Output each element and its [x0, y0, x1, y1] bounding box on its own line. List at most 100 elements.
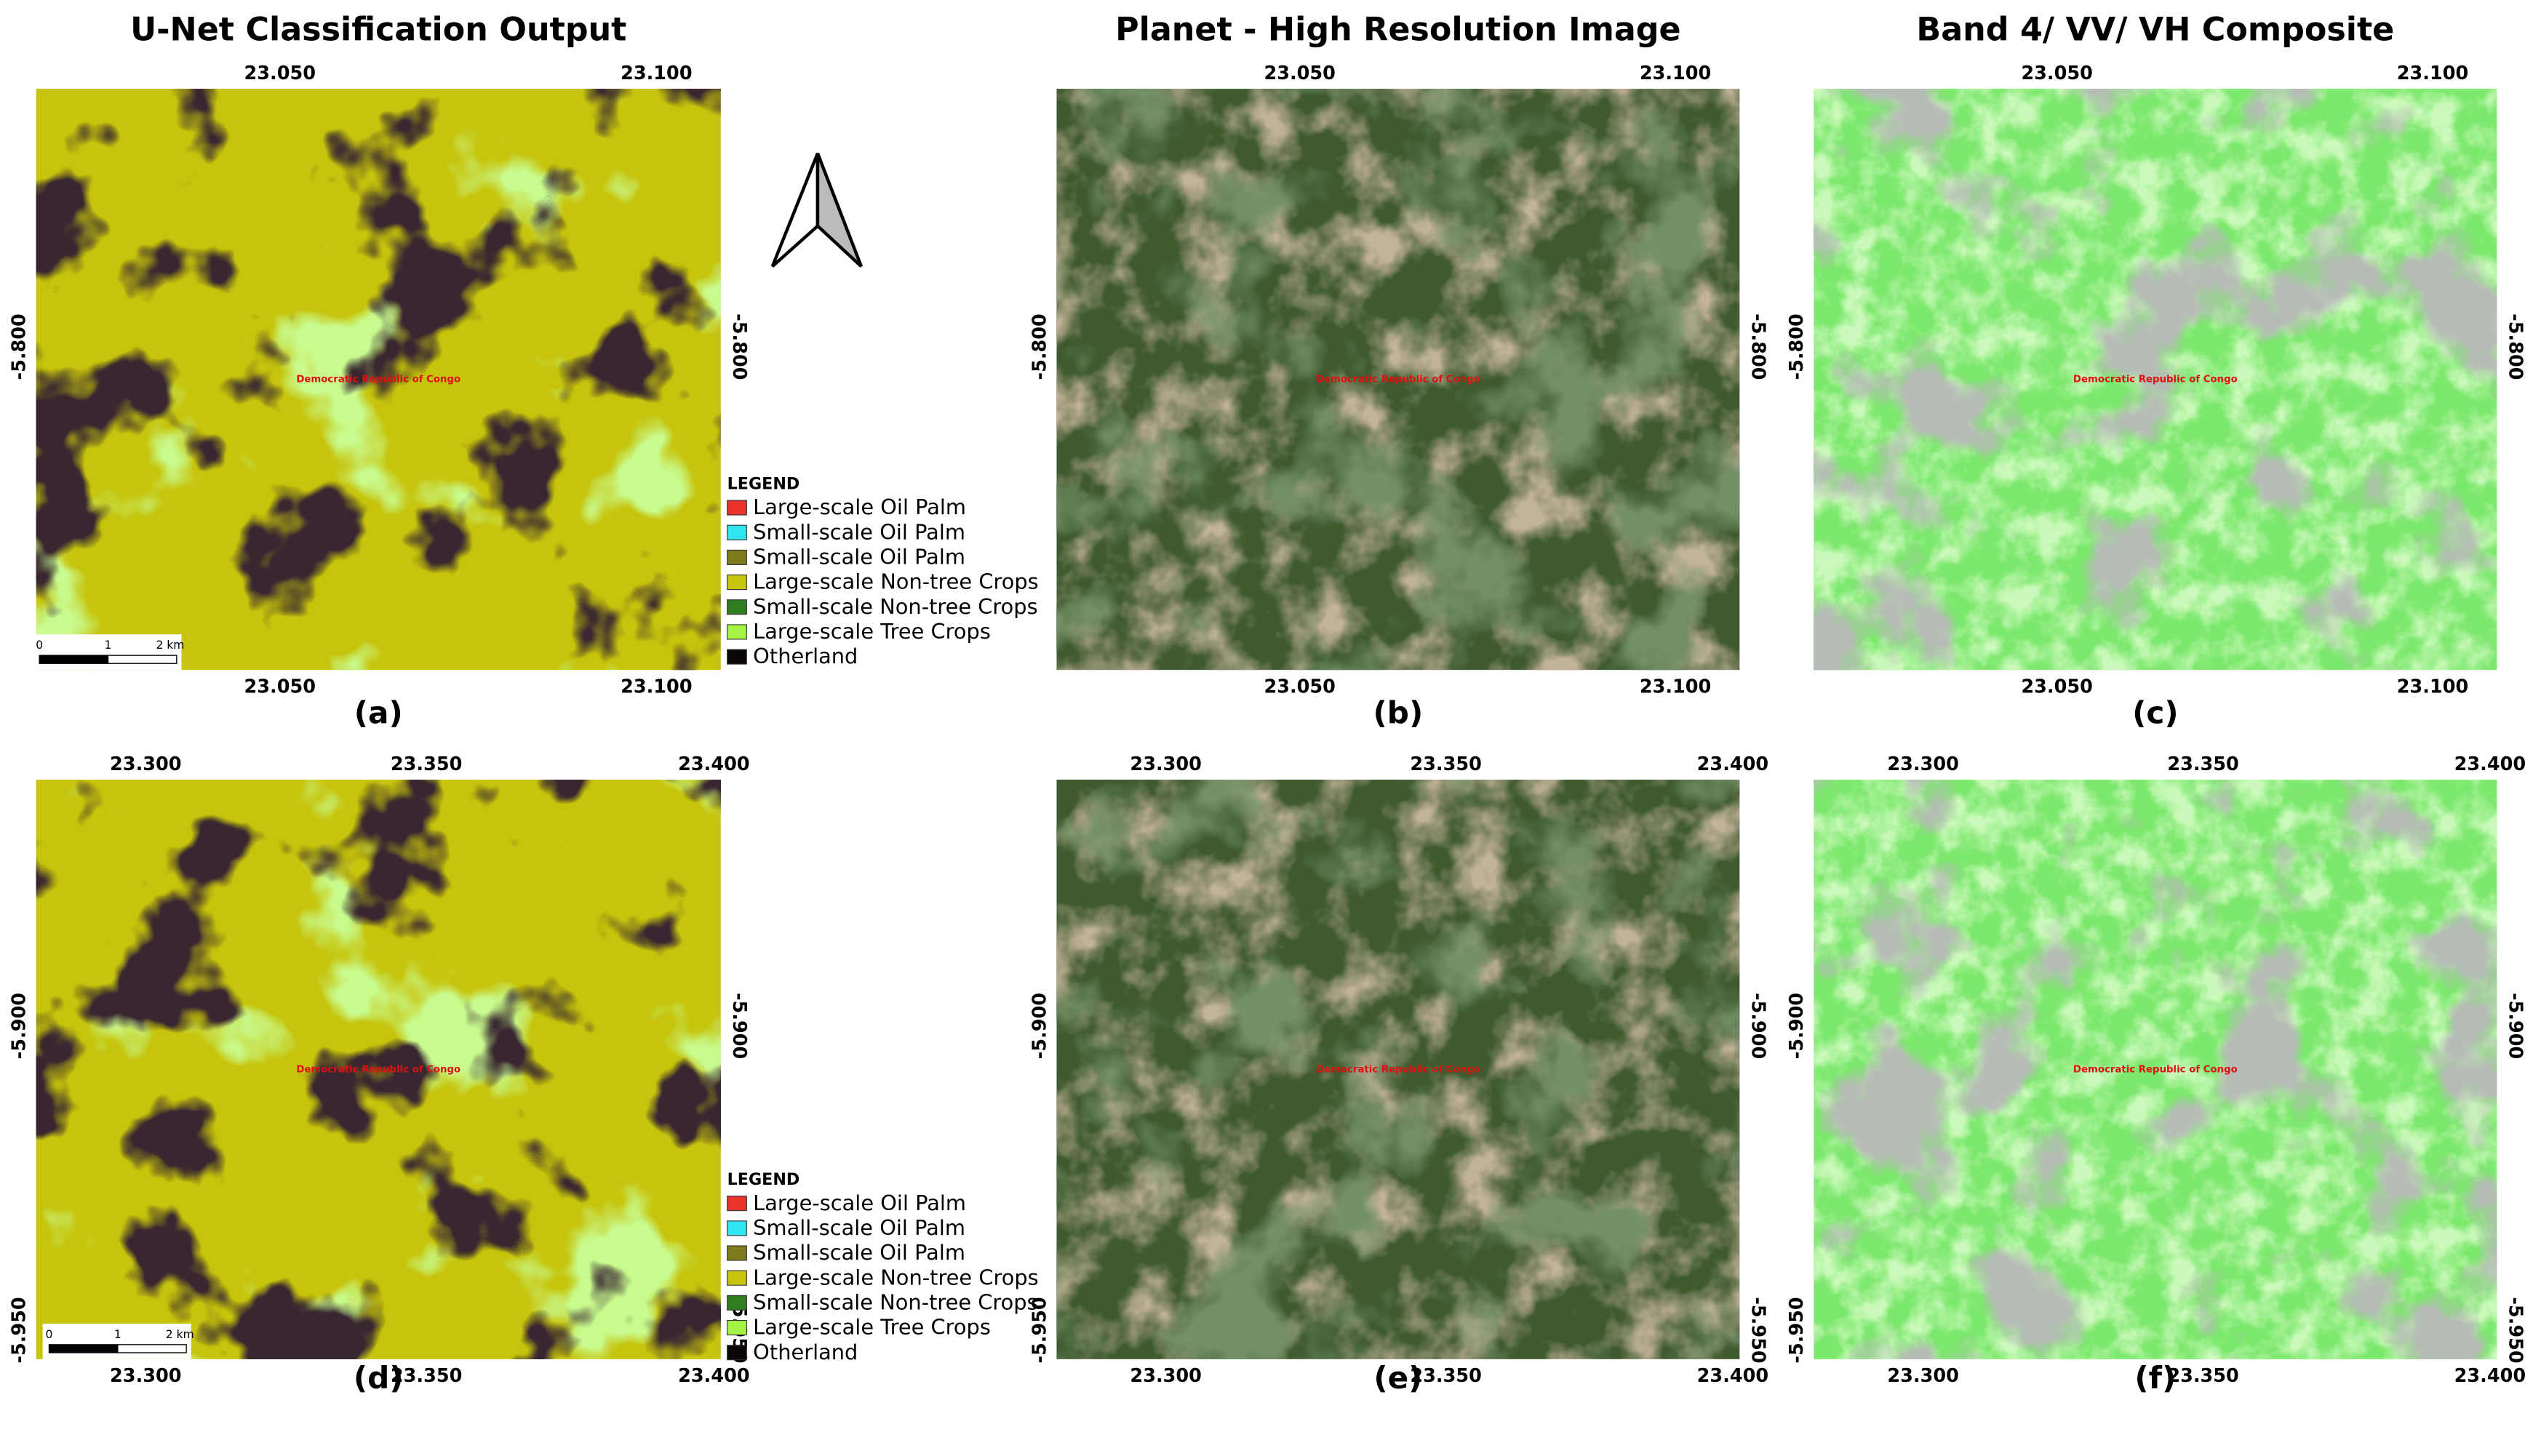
scale-bar: [107, 655, 177, 664]
legend-label: Small-scale Oil Palm: [753, 519, 965, 544]
map-panel: Democratic Republic of Congo: [1056, 780, 1740, 1359]
x-tick-label: 23.300: [1887, 1365, 1958, 1387]
country-label: Democratic Republic of Congo: [2073, 375, 2238, 385]
x-tick-label: 23.100: [621, 676, 692, 698]
y-tick-label: -5.800: [728, 313, 750, 380]
y-tick-label: -5.900: [1786, 993, 1808, 1059]
scale-bar-bg: [42, 1324, 191, 1359]
x-tick-label: 23.300: [1130, 753, 1201, 775]
scale-bar-bg: [33, 634, 182, 671]
x-tick-label: 23.100: [1640, 63, 1711, 84]
x-tick-label: 23.350: [391, 753, 462, 775]
map-panel: Democratic Republic of Congo: [36, 780, 721, 1359]
scale-bar: [39, 655, 109, 664]
x-tick-label: 23.400: [1697, 753, 1768, 775]
x-tick-label: 23.050: [2021, 63, 2092, 84]
x-tick-label: 23.300: [1130, 1365, 1201, 1387]
map-panel: Democratic Republic of Congo: [1814, 89, 2497, 671]
legend-title: LEGEND: [727, 474, 800, 493]
y-tick-label: -5.800: [9, 313, 31, 380]
column-title: Band 4/ VV/ VH Composite: [1916, 11, 2394, 48]
x-tick-label: 23.400: [2454, 1365, 2526, 1387]
x-tick-label: 23.350: [2167, 753, 2238, 775]
x-tick-label: 23.100: [2397, 63, 2468, 84]
x-tick-label: 23.300: [110, 1365, 181, 1387]
y-tick-label: -5.800: [1786, 313, 1808, 380]
legend-title: LEGEND: [727, 1170, 800, 1189]
y-tick-label: -5.800: [1747, 313, 1769, 380]
panel-label: (c): [2132, 695, 2179, 731]
legend-swatch: [727, 549, 747, 565]
y-tick-label: -5.900: [9, 993, 31, 1059]
x-tick-label: 23.400: [678, 753, 749, 775]
scale-bar-label: 0: [46, 1328, 53, 1341]
x-tick-label: 23.350: [2167, 1365, 2238, 1387]
legend-label: Small-scale Non-tree Crops: [753, 594, 1037, 619]
north-arrow: [770, 153, 863, 268]
legend-label: Otherland: [753, 644, 858, 668]
legend-swatch: [727, 624, 747, 640]
panel-label: (b): [1373, 695, 1424, 731]
x-tick-label: 23.050: [244, 63, 316, 84]
y-tick-label: -5.950: [1786, 1297, 1808, 1363]
y-tick-label: -5.950: [9, 1297, 31, 1363]
scale-bar: [117, 1344, 187, 1353]
legend-label: Large-scale Tree Crops: [753, 619, 991, 644]
x-tick-label: 23.300: [110, 753, 181, 775]
scale-bar-label: 2 km: [156, 639, 184, 652]
legend-label: Small-scale Oil Palm: [753, 545, 965, 569]
x-tick-label: 23.050: [2021, 676, 2092, 698]
column-title: U-Net Classification Output: [130, 11, 626, 48]
x-tick-label: 23.100: [621, 63, 692, 84]
x-tick-label: 23.100: [2397, 676, 2468, 698]
panel-label: (a): [354, 695, 403, 731]
country-label: Democratic Republic of Congo: [2073, 1064, 2238, 1075]
legend-label: Large-scale Oil Palm: [753, 1191, 966, 1215]
legend-swatch: [727, 1220, 747, 1236]
y-tick-label: -5.900: [1029, 993, 1050, 1059]
x-tick-label: 23.400: [1697, 1365, 1768, 1387]
legend-swatch: [727, 649, 747, 665]
legend-swatch: [727, 500, 747, 516]
panel-label: (d): [354, 1360, 404, 1396]
x-tick-label: 23.050: [1264, 63, 1335, 84]
legend-swatch: [727, 1245, 747, 1261]
scale-bar-label: 1: [105, 639, 112, 652]
x-tick-label: 23.350: [391, 1365, 462, 1387]
y-tick-label: -5.900: [2505, 993, 2526, 1059]
y-tick-label: -5.950: [1029, 1297, 1050, 1363]
legend-label: Small-scale Non-tree Crops: [753, 1289, 1037, 1314]
legend-label: Large-scale Oil Palm: [753, 495, 966, 519]
y-tick-label: -5.800: [2505, 313, 2526, 380]
x-tick-label: 23.100: [1640, 676, 1711, 698]
x-tick-label: 23.350: [1410, 1365, 1481, 1387]
legend-swatch: [727, 1320, 747, 1336]
legend-swatch: [727, 1345, 747, 1361]
y-tick-label: -5.900: [728, 993, 750, 1059]
x-tick-label: 23.350: [1410, 753, 1481, 775]
map-panel: Democratic Republic of Congo: [36, 89, 721, 671]
scale-bar: [48, 1344, 119, 1353]
legend-label: Large-scale Tree Crops: [753, 1315, 991, 1340]
x-tick-label: 23.300: [1887, 753, 1958, 775]
scale-bar-label: 0: [36, 639, 43, 652]
x-tick-label: 23.400: [2454, 753, 2526, 775]
x-tick-label: 23.400: [678, 1365, 749, 1387]
x-tick-label: 23.050: [244, 676, 316, 698]
map-panel: Democratic Republic of Congo: [1056, 89, 1740, 671]
legend-swatch: [727, 1295, 747, 1311]
legend-swatch: [727, 599, 747, 615]
panel-label: (f): [2134, 1360, 2176, 1396]
legend-label: Large-scale Non-tree Crops: [753, 569, 1039, 594]
scale-bar-label: 1: [114, 1328, 121, 1341]
legend-label: Small-scale Oil Palm: [753, 1215, 965, 1240]
country-label: Democratic Republic of Congo: [1316, 375, 1480, 385]
country-label: Democratic Republic of Congo: [296, 1064, 460, 1075]
y-tick-label: -5.800: [1029, 313, 1050, 380]
legend-label: Otherland: [753, 1340, 858, 1364]
map-panel: Democratic Republic of Congo: [1814, 780, 2497, 1359]
legend-swatch: [727, 1196, 747, 1212]
legend-label: Small-scale Oil Palm: [753, 1240, 965, 1265]
x-tick-label: 23.050: [1264, 676, 1335, 698]
